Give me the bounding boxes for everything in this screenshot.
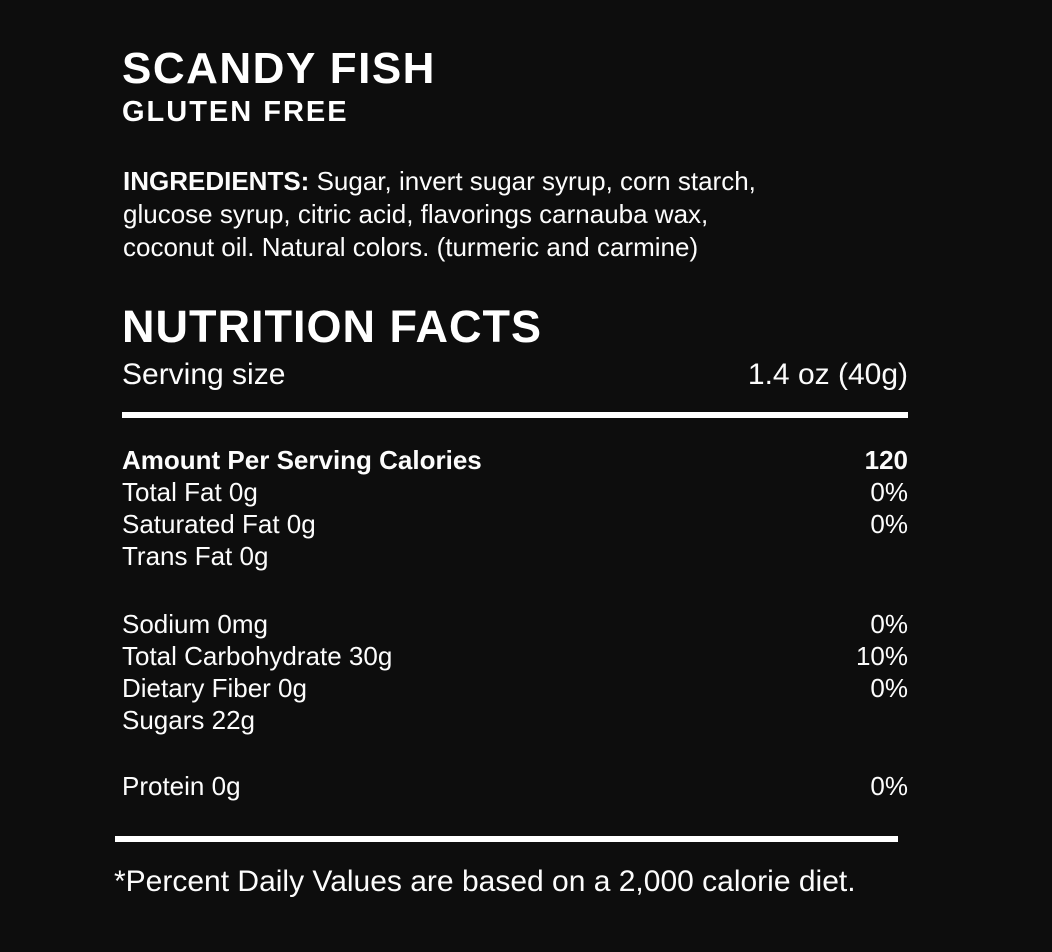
- table-row-sodium: Sodium 0mg 0%: [122, 608, 908, 640]
- nutrient-label: Total Fat 0g: [122, 477, 258, 507]
- table-row-saturated-fat: Saturated Fat 0g 0%: [122, 508, 908, 540]
- nutrient-label: Total Carbohydrate 30g: [122, 641, 393, 671]
- nutrient-value: 0%: [870, 477, 908, 507]
- divider-top: [122, 412, 908, 418]
- table-row-sugars: Sugars 22g: [122, 704, 908, 736]
- ingredients-line-2: glucose syrup, citric acid, flavorings c…: [123, 199, 709, 229]
- nutrient-label: Trans Fat 0g: [122, 541, 269, 571]
- daily-values-footnote: *Percent Daily Values are based on a 2,0…: [114, 865, 856, 898]
- table-row-protein: Protein 0g 0%: [122, 770, 908, 802]
- gluten-free-badge: GLUTEN FREE: [122, 96, 349, 128]
- nutrient-label: Sodium 0mg: [122, 609, 268, 639]
- table-row-total-fat: Total Fat 0g 0%: [122, 476, 908, 508]
- serving-size-label: Serving size: [122, 358, 286, 391]
- nutrition-facts-title: NUTRITION FACTS: [122, 301, 542, 352]
- nutrient-label: Dietary Fiber 0g: [122, 673, 307, 703]
- serving-size-row: Serving size 1.4 oz (40g): [122, 357, 908, 393]
- serving-size-value: 1.4 oz (40g): [747, 358, 908, 391]
- nutrient-value: 0%: [870, 609, 908, 639]
- table-row-total-carbohydrate: Total Carbohydrate 30g 10%: [122, 640, 908, 672]
- divider-bottom: [115, 836, 898, 842]
- ingredients-line: INGREDIENTS: Sugar, invert sugar syrup, …: [123, 165, 756, 198]
- nutrient-value: 10%: [855, 641, 908, 671]
- nutrition-rows: Amount Per Serving Calories 120 Total Fa…: [122, 444, 908, 802]
- product-title: SCANDY FISH: [122, 44, 436, 93]
- nutrient-label: Amount Per Serving Calories: [122, 445, 482, 475]
- nutrient-value: 0%: [870, 771, 908, 801]
- table-row-calories: Amount Per Serving Calories 120: [122, 444, 908, 476]
- nutrient-label: Sugars 22g: [122, 705, 255, 735]
- nutrient-value: 0%: [870, 509, 908, 539]
- nutrient-label: Saturated Fat 0g: [122, 509, 316, 539]
- ingredients-line-1: Sugar, invert sugar syrup, corn starch,: [309, 166, 756, 196]
- nutrient-value: 120: [864, 445, 908, 475]
- nutrient-value: 0%: [870, 673, 908, 703]
- ingredients-label: INGREDIENTS:: [123, 166, 310, 196]
- nutrient-label: Protein 0g: [122, 771, 241, 801]
- ingredients-line-3: coconut oil. Natural colors. (turmeric a…: [123, 232, 699, 262]
- table-row-dietary-fiber: Dietary Fiber 0g 0%: [122, 672, 908, 704]
- table-row-trans-fat: Trans Fat 0g: [122, 540, 908, 572]
- ingredients-section: INGREDIENTS: Sugar, invert sugar syrup, …: [123, 165, 756, 264]
